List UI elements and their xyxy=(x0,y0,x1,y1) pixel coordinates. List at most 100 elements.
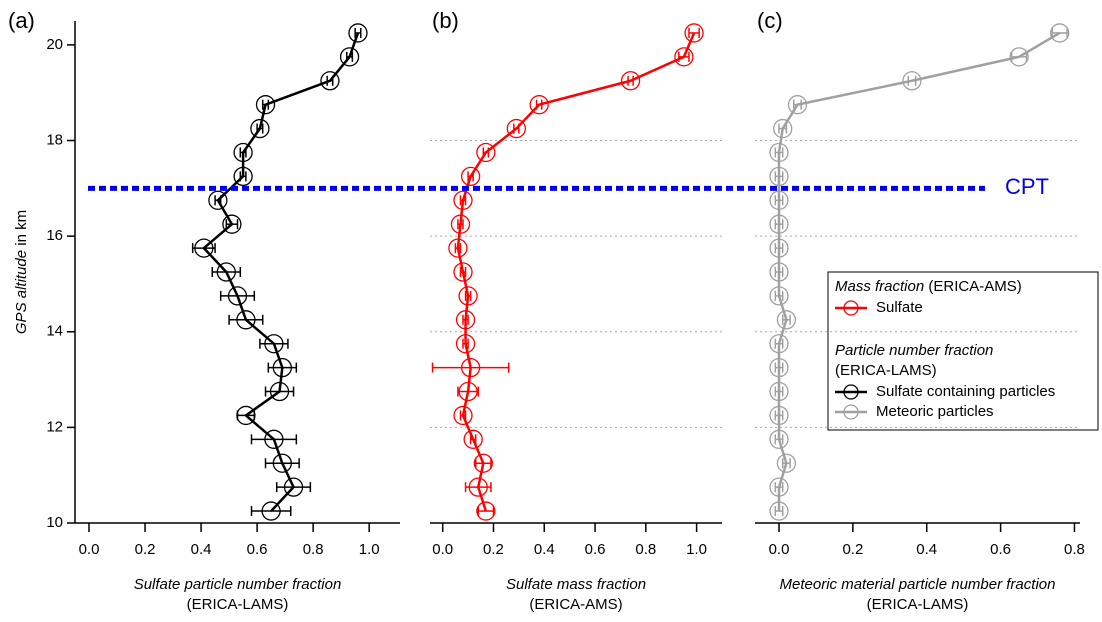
data-point xyxy=(448,238,468,258)
data-point xyxy=(769,166,789,187)
legend-swatch-marker xyxy=(843,384,859,400)
x-axis-label-note: (ERICA-LAMS) xyxy=(187,596,289,613)
data-point xyxy=(769,357,789,378)
y-tick-label: 10 xyxy=(46,514,63,531)
legend-group-title: Mass fraction (ERICA-AMS) xyxy=(835,278,1022,295)
x-tick-label: 1.0 xyxy=(686,541,707,558)
data-point xyxy=(458,286,478,306)
x-tick-label: 0.2 xyxy=(135,541,156,558)
x-tick-label: 0.6 xyxy=(585,541,606,558)
data-point xyxy=(216,262,236,282)
legend-group-note: (ERICA-LAMS) xyxy=(835,362,937,379)
data-point xyxy=(1050,23,1070,43)
data-point xyxy=(506,118,526,139)
legend-box xyxy=(827,271,1099,431)
data-point xyxy=(222,214,242,234)
legend-group-title-main: Mass fraction xyxy=(835,278,924,295)
data-point xyxy=(684,23,704,43)
x-tick-label: 0.2 xyxy=(842,541,863,558)
data-point xyxy=(1009,47,1029,67)
x-tick-label: 0.8 xyxy=(1064,541,1085,558)
series-line xyxy=(456,32,696,512)
data-point xyxy=(453,190,473,210)
x-axis-label-note: (ERICA-AMS) xyxy=(529,596,622,613)
data-point xyxy=(769,214,789,234)
data-point xyxy=(769,334,789,354)
x-tick-label: 0.6 xyxy=(990,541,1011,558)
data-point xyxy=(339,47,360,67)
x-tick-label: 0.6 xyxy=(247,541,268,558)
data-point xyxy=(476,142,496,163)
data-point xyxy=(769,286,789,306)
legend-label: Meteoric particles xyxy=(876,403,994,420)
data-point xyxy=(255,95,276,115)
x-tick-label: 0.0 xyxy=(432,541,453,558)
x-tick-label: 0.4 xyxy=(191,541,212,558)
series-line xyxy=(202,32,360,512)
legend-group-note: (ERICA-AMS) xyxy=(928,278,1021,295)
data-point xyxy=(455,310,476,330)
data-point xyxy=(453,405,473,426)
x-tick-label: 0.4 xyxy=(916,541,937,558)
data-point xyxy=(250,118,270,139)
x-tick-label: 0.0 xyxy=(769,541,790,558)
x-axis-label: Sulfate particle number fraction xyxy=(134,576,342,593)
legend-swatch-marker xyxy=(843,300,859,316)
y-tick-label: 14 xyxy=(46,323,63,340)
data-point xyxy=(769,190,789,210)
data-point xyxy=(773,118,793,139)
y-tick-label: 12 xyxy=(46,418,63,435)
legend-label: Sulfate xyxy=(876,299,923,316)
data-point xyxy=(463,429,483,449)
data-point xyxy=(233,142,253,163)
data-point xyxy=(473,453,493,473)
data-point xyxy=(476,501,496,521)
data-point xyxy=(194,238,214,258)
data-point xyxy=(776,453,797,473)
x-tick-label: 0.8 xyxy=(303,541,324,558)
data-point xyxy=(236,405,256,426)
y-tick-label: 18 xyxy=(46,131,63,148)
legend-label: Sulfate containing particles xyxy=(876,383,1055,400)
data-point xyxy=(620,71,641,91)
data-point xyxy=(468,477,488,497)
data-point xyxy=(769,405,789,426)
data-point xyxy=(269,381,290,402)
data-point xyxy=(674,47,694,67)
data-point xyxy=(283,477,304,497)
data-point xyxy=(348,23,368,43)
data-point xyxy=(787,95,808,115)
data-point xyxy=(769,238,789,258)
legend-group-title-main: Particle number fraction xyxy=(835,342,993,359)
y-axis-label: GPS altitude in km xyxy=(13,210,30,334)
legend-swatch-marker xyxy=(843,404,859,420)
data-point xyxy=(458,381,478,402)
data-point xyxy=(902,71,922,91)
y-tick-label: 16 xyxy=(46,227,63,244)
data-point xyxy=(236,310,256,330)
x-tick-label: 0.4 xyxy=(534,541,555,558)
x-tick-label: 0.2 xyxy=(483,541,504,558)
legend-group-title: Particle number fraction xyxy=(835,342,993,359)
cpt-label: CPT xyxy=(1005,174,1049,199)
y-axis-label-unit: in km xyxy=(13,210,30,246)
panel-label: (a) xyxy=(8,8,35,33)
x-axis-label: Meteoric material particle number fracti… xyxy=(780,576,1056,593)
data-point xyxy=(272,357,292,378)
data-point xyxy=(208,190,228,210)
panel-label: (b) xyxy=(432,8,459,33)
data-point xyxy=(769,501,789,521)
data-point xyxy=(320,71,340,91)
data-point xyxy=(460,166,481,187)
data-point xyxy=(776,310,797,330)
data-point xyxy=(769,381,789,402)
data-point xyxy=(769,477,789,497)
y-axis-label-main: GPS altitude xyxy=(13,250,30,334)
data-point xyxy=(272,453,292,473)
data-point xyxy=(227,286,248,306)
x-axis-label: Sulfate mass fraction xyxy=(506,576,646,593)
panel-label: (c) xyxy=(757,8,783,33)
data-point xyxy=(453,262,473,282)
